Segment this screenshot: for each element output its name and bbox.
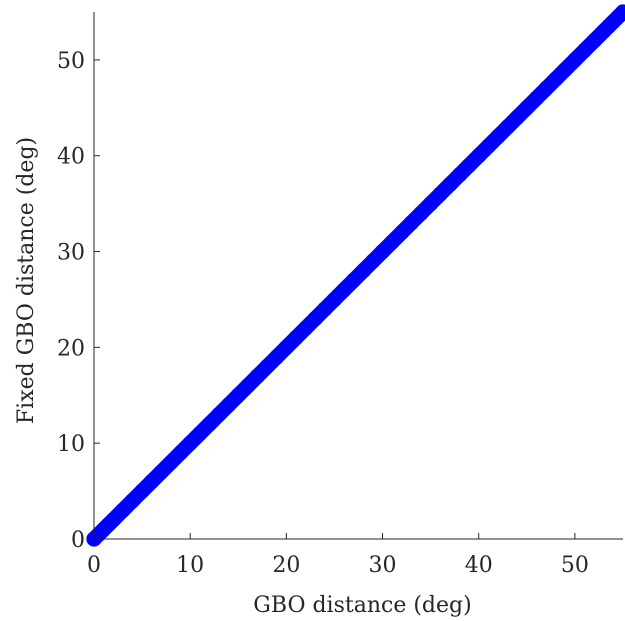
x-axis-label: GBO distance (deg) — [253, 593, 471, 618]
data-point — [432, 186, 448, 202]
y-tick-label: 50 — [57, 49, 85, 74]
data-point — [307, 311, 323, 327]
data-point — [528, 90, 545, 106]
data-point — [172, 445, 189, 461]
x-tick-label: 40 — [465, 553, 493, 578]
data-point — [96, 521, 112, 538]
data-point — [346, 272, 362, 288]
data-point — [230, 387, 246, 403]
data-point — [519, 100, 535, 116]
axes — [93, 12, 623, 540]
data-point — [461, 157, 477, 173]
data-point — [451, 167, 468, 183]
data-point — [413, 205, 429, 221]
data-point — [442, 176, 458, 193]
data-point — [567, 52, 583, 68]
data-point — [326, 291, 343, 308]
y-tick-label: 40 — [57, 145, 85, 170]
data-point — [144, 473, 160, 490]
data-point — [100, 517, 117, 533]
data-point — [115, 502, 131, 518]
data-point — [249, 368, 266, 384]
data-point — [153, 464, 169, 480]
data-point — [298, 320, 314, 336]
data-point — [596, 23, 612, 39]
data-point — [600, 18, 617, 34]
x-tick-label: 0 — [87, 553, 101, 578]
data-point — [509, 109, 525, 126]
data-markers — [86, 4, 625, 547]
data-point — [182, 435, 198, 451]
data-point — [105, 512, 121, 528]
data-point — [124, 493, 141, 509]
data-point — [557, 61, 573, 78]
data-point — [490, 128, 506, 145]
x-tick-label: 50 — [561, 553, 589, 578]
data-point — [317, 301, 333, 317]
data-point — [288, 330, 304, 346]
data-point — [91, 526, 107, 542]
x-axis-ticks: 0 10 20 30 40 50 — [87, 533, 589, 578]
data-point — [403, 215, 419, 231]
data-point — [192, 426, 208, 442]
data-point — [221, 397, 237, 413]
y-axis-label: Fixed GBO distance (deg) — [14, 137, 39, 424]
data-point — [365, 253, 381, 269]
y-tick-label: 30 — [57, 241, 85, 266]
data-point — [480, 138, 496, 154]
data-point — [615, 4, 625, 20]
data-point — [423, 196, 439, 212]
data-point — [336, 282, 352, 298]
data-point — [211, 406, 227, 423]
data-point — [605, 13, 621, 30]
data-point — [269, 349, 285, 365]
data-point — [240, 378, 256, 394]
data-point — [134, 483, 150, 499]
data-point — [610, 9, 625, 25]
y-tick-label: 20 — [57, 336, 85, 361]
data-point — [278, 339, 294, 355]
data-point — [163, 454, 179, 470]
data-point — [499, 119, 516, 135]
y-axis-ticks: 0 10 20 30 40 50 — [57, 49, 100, 553]
data-point — [471, 148, 487, 164]
y-tick-label: 10 — [57, 432, 85, 457]
data-point — [576, 42, 593, 58]
x-tick-label: 10 — [176, 553, 204, 578]
data-point — [384, 234, 400, 250]
x-tick-label: 30 — [369, 553, 397, 578]
data-point — [355, 263, 371, 279]
data-point — [394, 224, 410, 240]
data-point — [538, 81, 554, 97]
data-point — [259, 358, 275, 375]
y-tick-label: 0 — [71, 528, 85, 553]
data-point — [374, 243, 391, 260]
data-point — [548, 71, 564, 87]
data-point — [201, 416, 218, 432]
data-point — [586, 33, 602, 49]
x-tick-label: 20 — [272, 553, 300, 578]
